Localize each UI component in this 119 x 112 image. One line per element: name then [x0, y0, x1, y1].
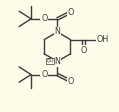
Text: N: N — [54, 27, 60, 37]
Text: O: O — [67, 77, 74, 86]
Text: O: O — [67, 8, 74, 17]
Text: OH: OH — [97, 35, 109, 44]
Text: (S): (S) — [46, 58, 54, 63]
Text: N: N — [54, 57, 60, 66]
Text: O: O — [41, 14, 47, 23]
Text: O: O — [41, 70, 47, 79]
Text: O: O — [80, 46, 87, 55]
